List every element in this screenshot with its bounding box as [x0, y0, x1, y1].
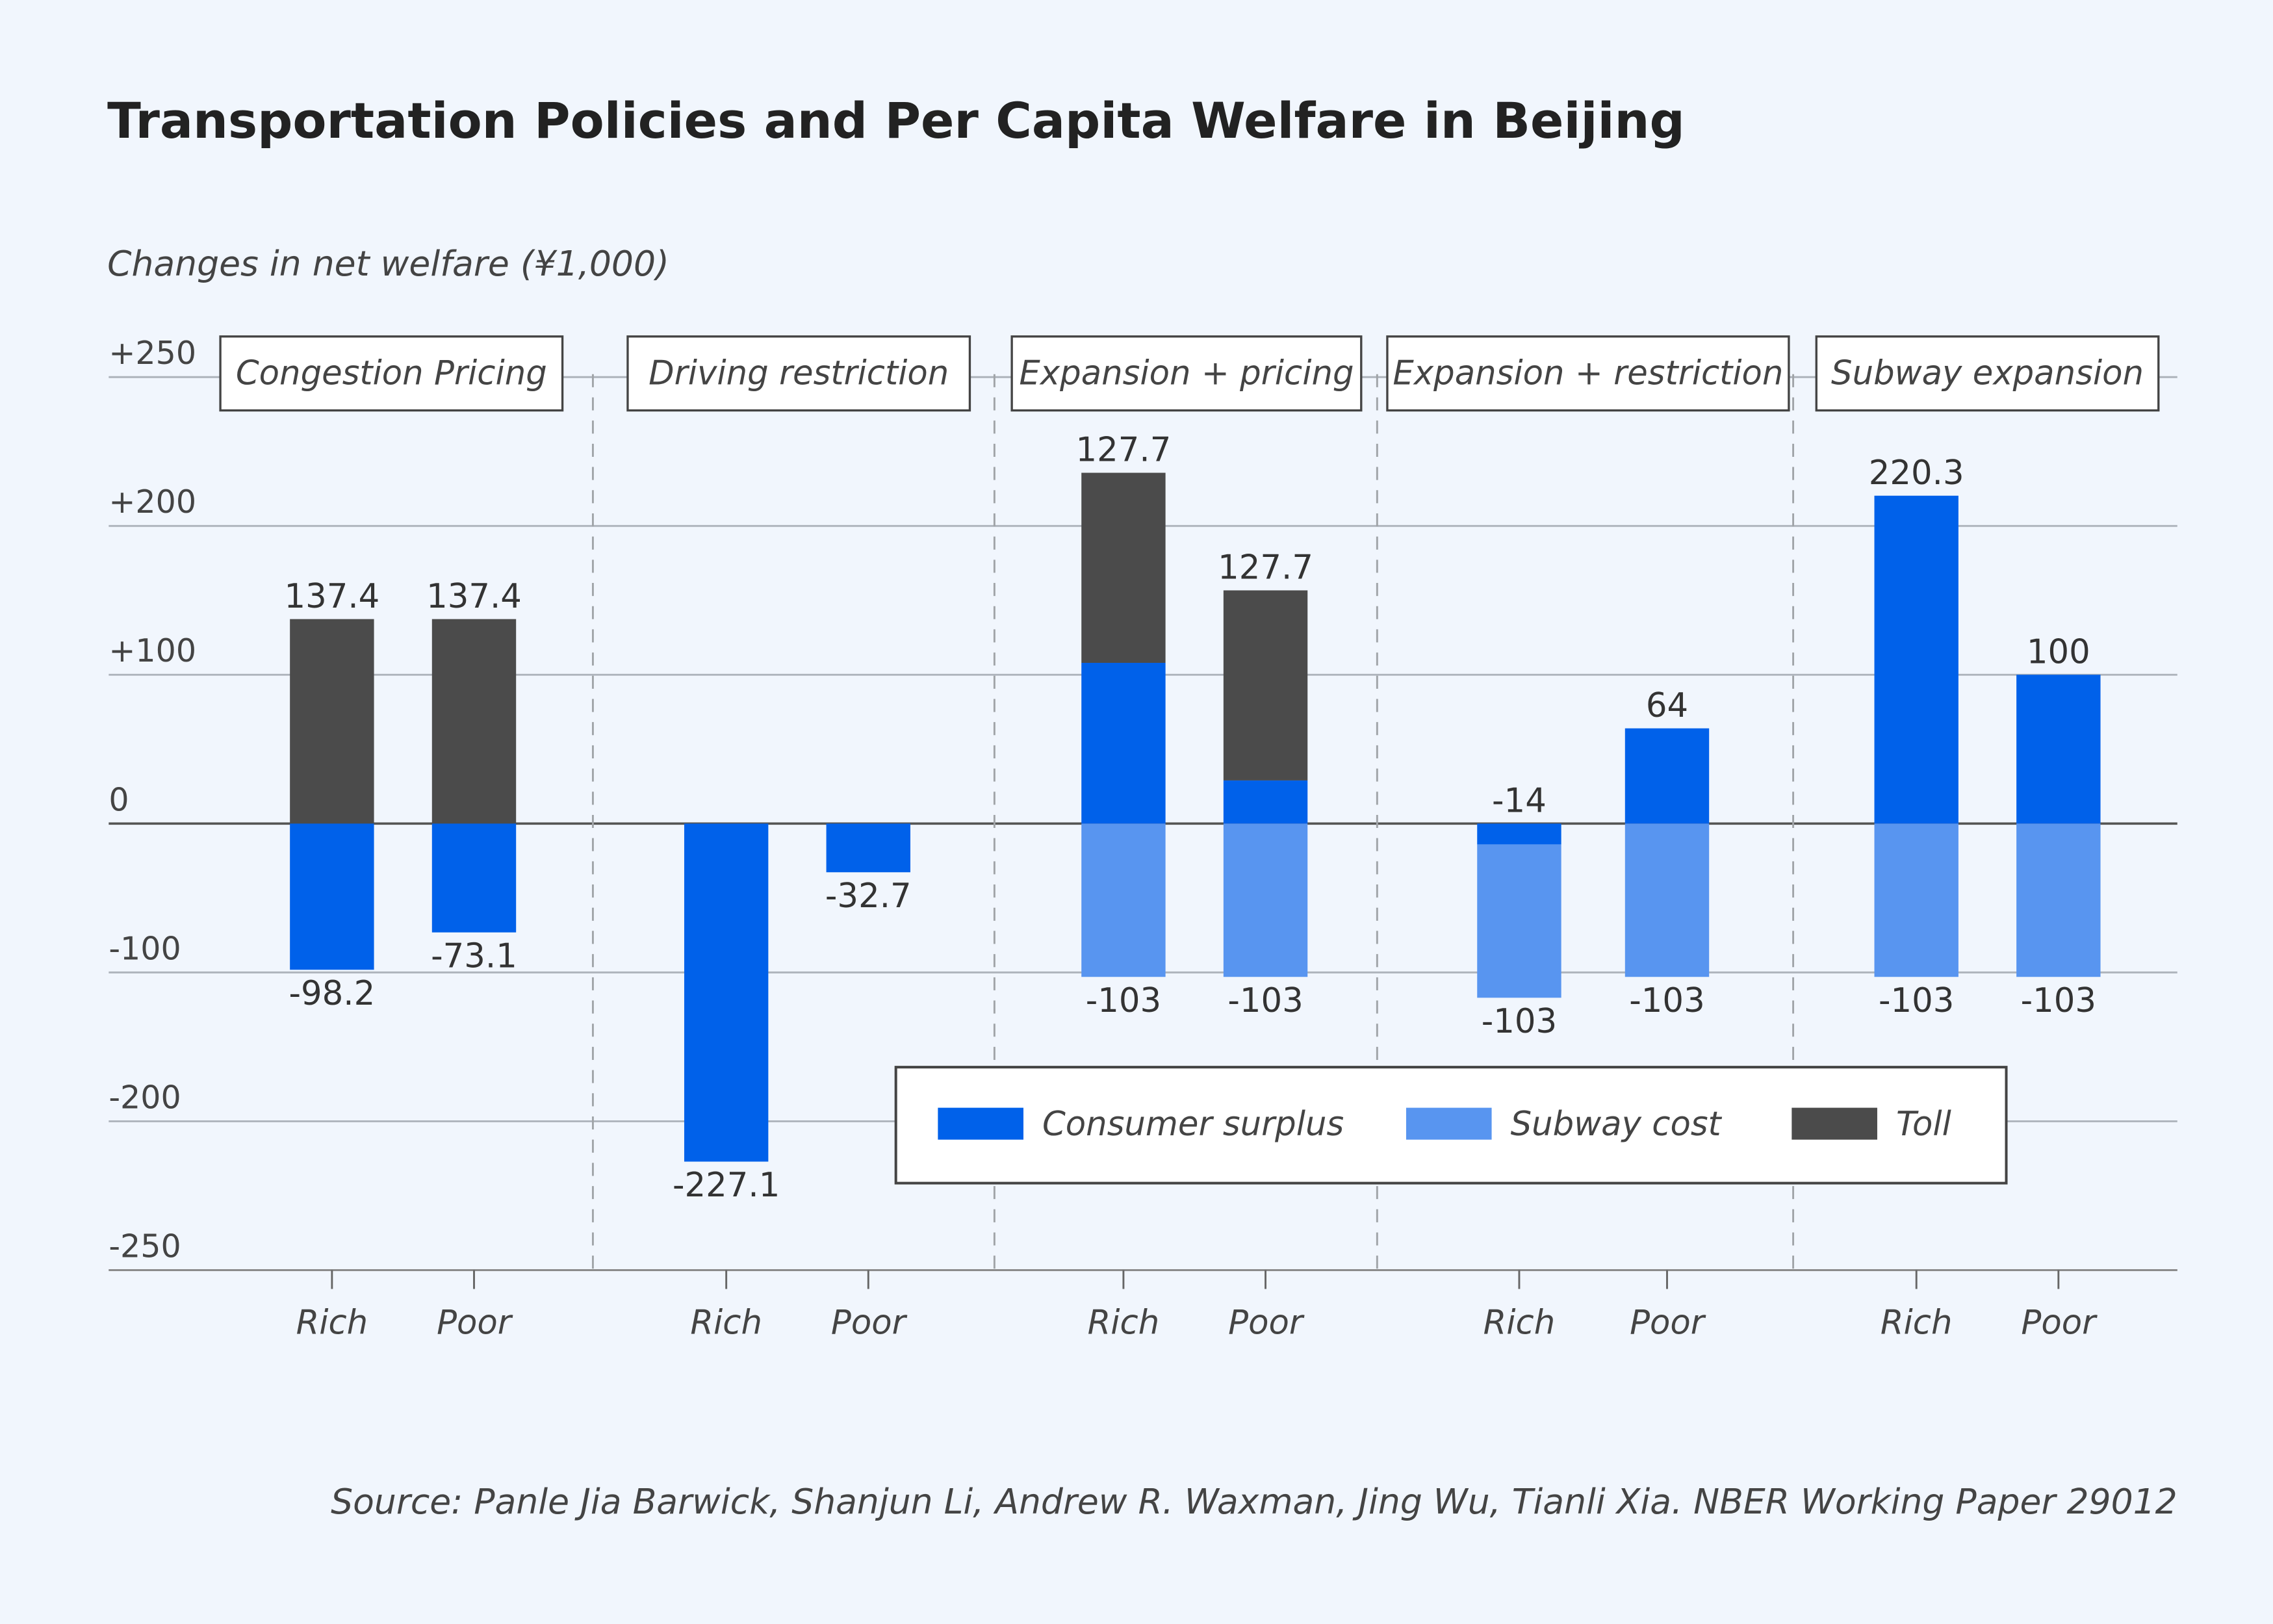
x-tick-label: Rich — [1881, 1304, 1953, 1343]
bar-subway-segment — [1874, 823, 1958, 977]
data-label: -32.7 — [825, 877, 912, 916]
x-tick-label: Rich — [690, 1304, 762, 1343]
y-axis-label: Changes in net welfare (¥1,000) — [107, 243, 669, 284]
group-label-box — [1386, 335, 1790, 412]
group-label: Subway expansion — [1831, 354, 2144, 393]
data-label: -227.1 — [673, 1166, 780, 1205]
legend: Consumer surplus Subway cost Toll — [894, 1066, 2008, 1185]
group-label: Expansion + pricing — [1019, 354, 1354, 393]
data-label: 137.4 — [426, 577, 522, 616]
bar-cs-segment — [431, 823, 517, 933]
data-label: -14 — [1492, 782, 1547, 821]
data-label: 127.7 — [1218, 548, 1313, 587]
group-label: Expansion + restriction — [1393, 354, 1783, 393]
legend-label-cs: Consumer surplus — [1042, 1105, 1344, 1144]
data-label: -103 — [1086, 981, 1161, 1020]
bar-cs-segment — [826, 823, 910, 873]
bar-cs-segment — [684, 823, 769, 1162]
x-tick-label: Rich — [1088, 1304, 1160, 1343]
bar-subway-segment — [1624, 823, 1710, 977]
x-tick-label: Rich — [296, 1304, 368, 1343]
bar-toll-segment — [1223, 590, 1308, 780]
group-label-box — [219, 335, 564, 412]
bar-cs-segment — [1874, 495, 1958, 824]
bar-subway-segment — [1081, 823, 1166, 977]
chart-title: Transportation Policies and Per Capita W… — [107, 92, 1685, 149]
data-label: 100 — [2027, 632, 2090, 671]
x-tick-label: Poor — [2021, 1304, 2098, 1343]
x-tick-label: Poor — [831, 1304, 908, 1343]
data-label: 220.3 — [1869, 454, 1964, 493]
bars: 137.4 -98.2 Rich 137.4 -73.1 Poor -227.1 Rich -3… — [284, 431, 2101, 1343]
data-label: 127.7 — [1075, 431, 1171, 470]
group-label: Congestion Pricing — [236, 354, 547, 393]
group-label-box — [1815, 335, 2160, 412]
y-tick-label: 0 — [109, 780, 129, 818]
data-label: -103 — [1879, 981, 1954, 1020]
bar-cs-segment — [2016, 675, 2101, 824]
x-tick-label: Poor — [1228, 1304, 1305, 1343]
legend-swatch-subway — [1406, 1107, 1492, 1140]
legend-swatch-toll — [1791, 1107, 1877, 1140]
legend-label-toll: Toll — [1896, 1105, 1951, 1144]
y-tick-label: -100 — [109, 929, 181, 967]
data-label: 64 — [1646, 686, 1688, 725]
bar-toll-segment — [431, 619, 517, 824]
y-tick-label: -200 — [109, 1078, 181, 1116]
data-label: -103 — [1482, 1002, 1557, 1041]
bar-cs-segment — [1223, 780, 1308, 824]
data-label: -103 — [1629, 981, 1704, 1020]
source-note: Source: Panle Jia Barwick, Shanjun Li, A… — [331, 1481, 2177, 1522]
bar-subway-segment — [1477, 844, 1561, 998]
x-tick-label: Poor — [437, 1304, 513, 1343]
bar-toll-segment — [290, 619, 374, 824]
bar-cs-segment — [1477, 823, 1561, 845]
y-tick-label: +100 — [109, 632, 196, 669]
data-label: -103 — [1227, 981, 1303, 1020]
bar-cs-segment — [290, 823, 374, 970]
group-label-box — [626, 335, 971, 412]
bar-toll-segment — [1081, 472, 1166, 663]
data-label: -73.1 — [431, 936, 517, 975]
bar-subway-segment — [2016, 823, 2101, 977]
bar-cs-segment — [1081, 662, 1166, 824]
group-label: Driving restriction — [649, 354, 949, 393]
y-tick-label: +200 — [109, 483, 196, 521]
x-tick-label: Rich — [1483, 1304, 1556, 1343]
data-label: -98.2 — [289, 974, 376, 1013]
y-tick-label: -250 — [109, 1227, 181, 1265]
legend-swatch-cs — [938, 1107, 1023, 1140]
data-label: -103 — [2021, 981, 2096, 1020]
x-tick-label: Poor — [1630, 1304, 1706, 1343]
bar-cs-segment — [1624, 728, 1710, 824]
y-tick-label: +250 — [109, 334, 196, 372]
group-label-box — [1010, 335, 1363, 412]
legend-label-subway: Subway cost — [1511, 1105, 1723, 1144]
group-labels: Congestion Pricing Driving restriction Exp… — [219, 335, 2160, 412]
bar-subway-segment — [1223, 823, 1308, 977]
data-label: 137.4 — [284, 577, 379, 616]
